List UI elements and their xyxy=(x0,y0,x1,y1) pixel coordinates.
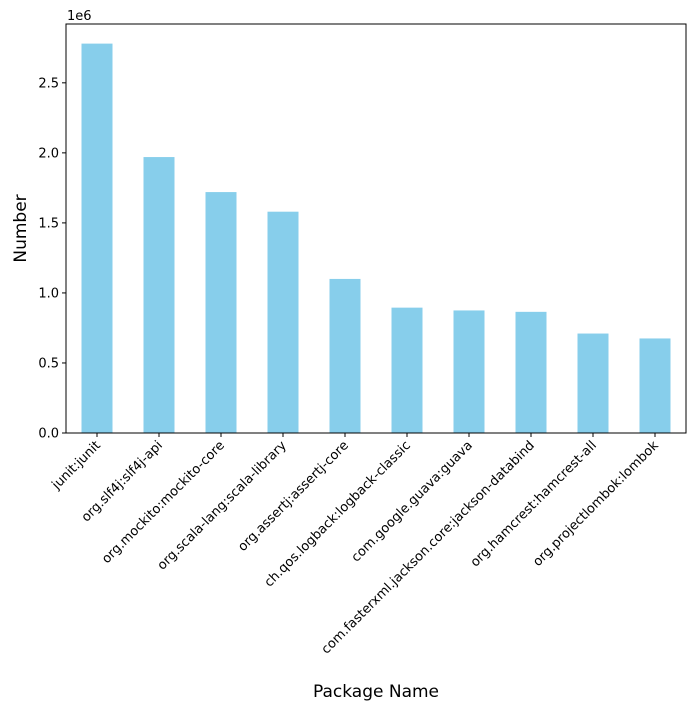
x-tick-label: com.google.guava:guava xyxy=(349,438,476,565)
plot-frame xyxy=(65,23,687,434)
x-tick-label: org.projectlombok:lombok xyxy=(530,438,662,570)
y-tick-label: 0.5 xyxy=(38,356,59,371)
y-axis: 0.0 0.5 1.0 1.5 2.0 2.5 xyxy=(38,76,66,442)
x-axis-title: Package Name xyxy=(313,682,439,702)
bar xyxy=(639,338,671,433)
bar xyxy=(81,43,113,433)
bars-layer xyxy=(81,43,671,433)
y-offset-label: 1e6 xyxy=(67,9,92,24)
bar xyxy=(391,307,423,433)
bar xyxy=(267,211,299,433)
y-tick-label: 2.0 xyxy=(38,146,59,161)
bar xyxy=(577,333,609,433)
bar xyxy=(143,157,175,433)
y-tick-label: 1.5 xyxy=(38,216,59,231)
x-tick-label: org.assertj:assertj-core xyxy=(235,438,352,555)
bar xyxy=(515,311,547,433)
y-tick-label: 1.0 xyxy=(38,286,59,301)
y-tick-label: 2.5 xyxy=(38,76,59,91)
y-tick-label: 0.0 xyxy=(38,427,59,442)
x-tick-label: junit:junit xyxy=(49,438,104,493)
bar xyxy=(453,310,485,433)
x-tick-label: org.mockito:mockito-core xyxy=(99,438,228,567)
bar xyxy=(329,278,361,433)
x-tick-label: org.scala-lang:scala-library xyxy=(155,438,290,573)
bar xyxy=(205,192,237,433)
x-tick-label: org.hamcrest:hamcrest-all xyxy=(468,438,600,570)
x-axis: junit:junitorg.slf4j:slf4j-apiorg.mockit… xyxy=(49,433,662,657)
x-tick-label: com.fasterxml.jackson.core:jackson-datab… xyxy=(319,438,538,657)
y-axis-title: Number xyxy=(11,194,31,262)
